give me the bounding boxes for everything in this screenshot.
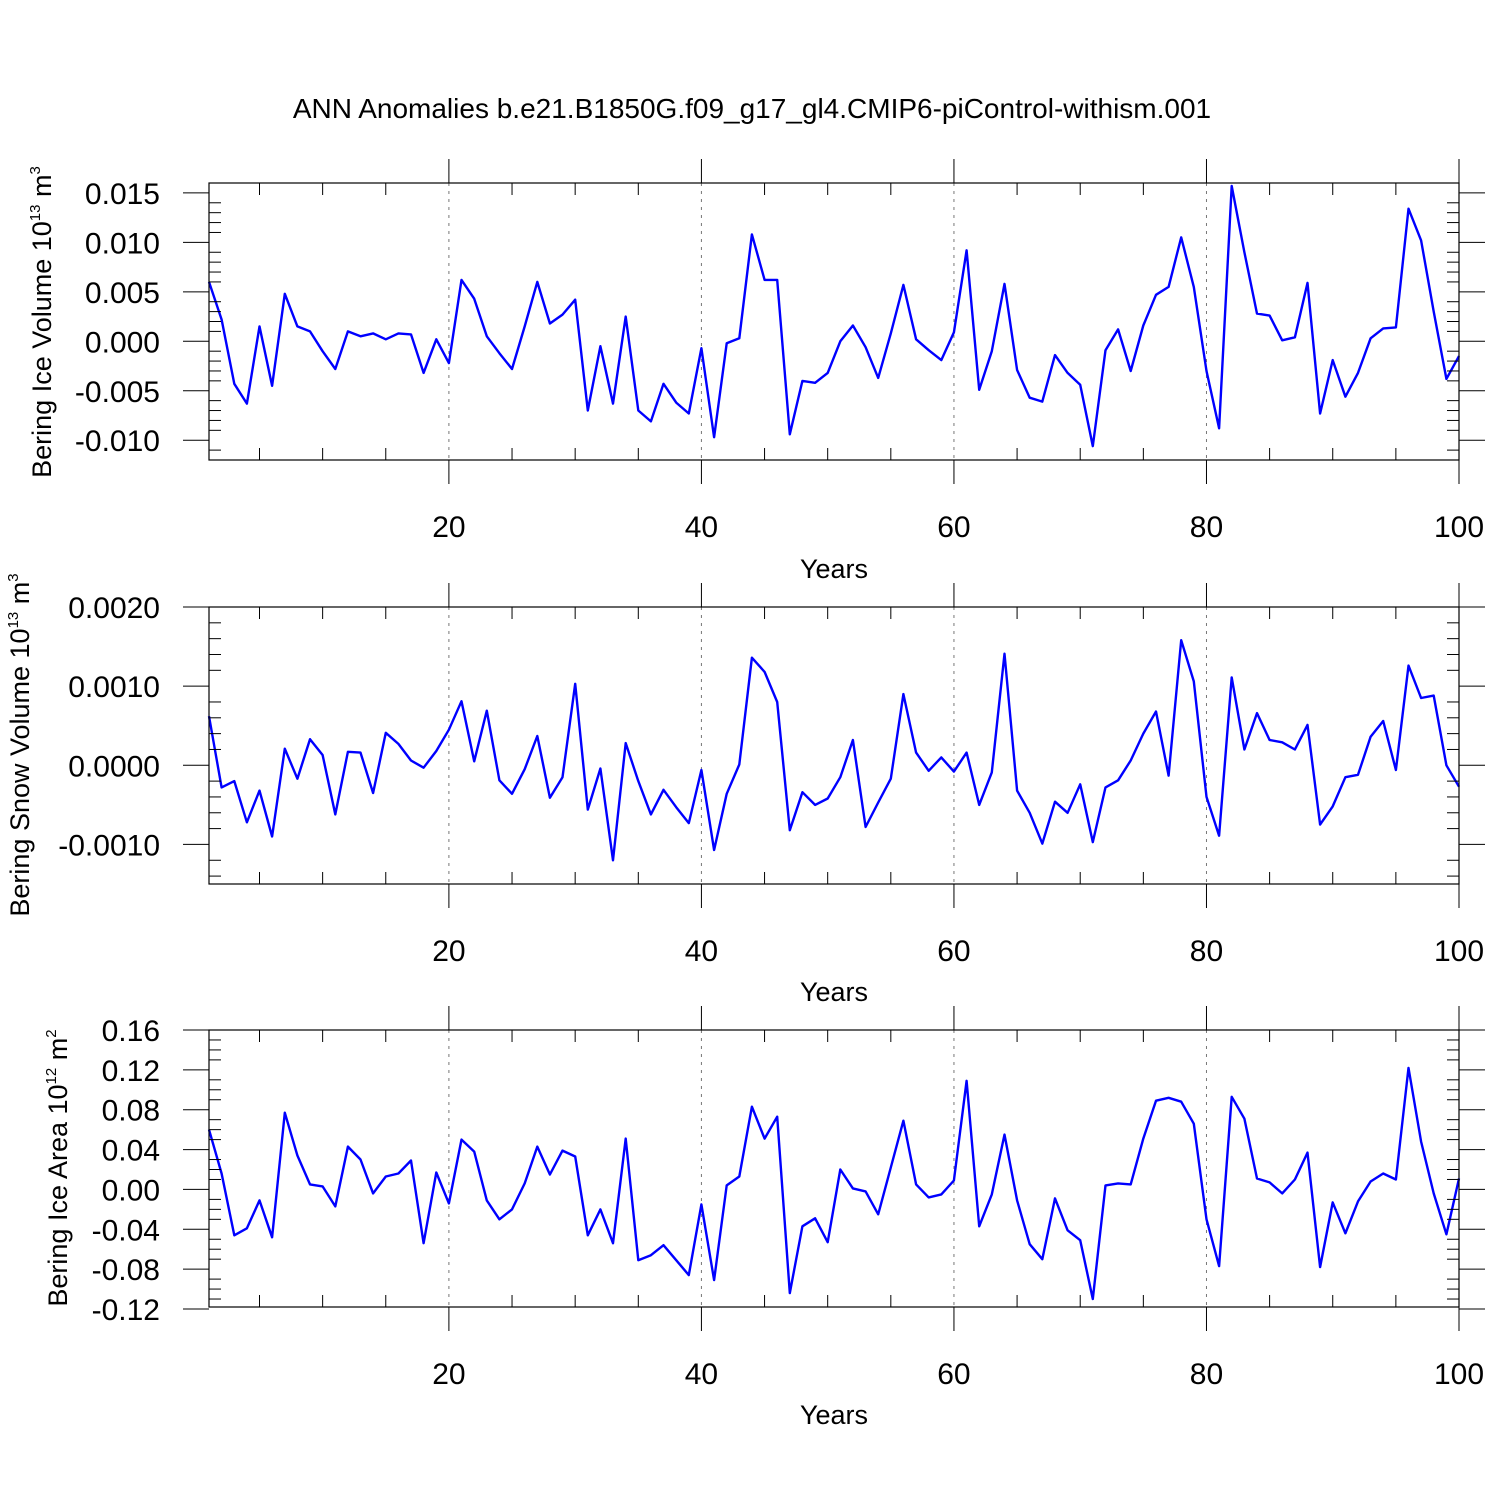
axis-ticks [183,159,1485,484]
grid-lines [448,1030,1207,1307]
y-tick-label: 0.0020 [68,592,160,625]
y-tick-label: 0.16 [102,1015,160,1048]
y-tick-label: 0.005 [85,277,160,310]
tick-labels: 20 40 60 80 100 0.0020 0.0010 0.0000 -0.0010 [58,592,1484,968]
y-tick-label: 0.010 [85,227,160,260]
y-tick-label: 0.00 [102,1174,160,1207]
ice-volume-panel: 20 40 60 80 100 0.015 0.010 0.005 0.000 -0.005 -0.… [27,159,1485,584]
y-tick-label: 0.015 [85,178,160,211]
ice-area-panel: 20 40 60 80 100 0.16 0.12 0.08 0.04 0.00 -0.04 -0.0… [43,1006,1485,1430]
y-tick-label: -0.005 [75,376,160,409]
x-tick-label: 60 [937,511,970,544]
y-tick-label: -0.04 [92,1214,160,1247]
y-axis-title-unit: m [5,582,35,612]
grid-lines [448,607,1207,884]
ice-volume-series-line [207,184,1461,448]
y-tick-label: 0.04 [102,1135,160,1168]
axis-ticks [183,583,1485,908]
y-tick-label: 0.0000 [68,750,160,783]
x-tick-label: 100 [1434,511,1484,544]
y-axis-title-exponent: 13 [27,204,44,221]
x-axis-title: Years [800,977,868,1007]
grid-lines [448,183,1207,460]
x-tick-label: 40 [685,1358,718,1391]
snow-volume-series-line [207,639,1461,862]
y-axis-title-main: Bering Ice Area 10 [43,1084,73,1306]
x-tick-label: 20 [432,511,465,544]
x-tick-label: 100 [1434,1358,1484,1391]
x-axis-title: Years [800,1400,868,1430]
y-axis-title-unit-exponent: 3 [27,166,44,174]
x-tick-label: 40 [685,935,718,968]
y-axis-title: Bering Ice Area 1012 m2 [43,1029,73,1306]
y-axis-title: Bering Snow Volume 1013 m3 [5,573,35,916]
snow-volume-panel: 20 40 60 80 100 0.0020 0.0010 0.0000 -0.0010 Yea… [5,573,1485,1007]
y-tick-label: 0.12 [102,1055,160,1088]
y-tick-label: 0.000 [85,326,160,359]
x-tick-label: 60 [937,935,970,968]
tick-labels: 20 40 60 80 100 0.015 0.010 0.005 0.000 -0.005 -0.… [75,178,1484,544]
y-tick-label: -0.12 [92,1294,160,1327]
y-axis-title-exponent: 12 [43,1068,60,1085]
y-tick-label: -0.010 [75,425,160,458]
x-tick-label: 80 [1190,935,1223,968]
y-tick-label: 0.0010 [68,671,160,704]
x-tick-label: 100 [1434,935,1484,968]
axis-ticks [183,1006,1485,1331]
x-tick-label: 80 [1190,511,1223,544]
y-axis-title: Bering Ice Volume 1013 m3 [27,166,57,478]
ice-area-series-line [207,1066,1461,1301]
plot-frame [208,606,1460,885]
x-tick-label: 40 [685,511,718,544]
y-axis-title-main: Bering Ice Volume 10 [27,221,57,478]
y-axis-title-unit-exponent: 3 [5,573,22,581]
y-axis-title-unit: m [43,1038,73,1068]
x-tick-label: 80 [1190,1358,1223,1391]
x-tick-label: 20 [432,935,465,968]
y-tick-label: -0.08 [92,1254,160,1287]
y-axis-title-unit: m [27,174,57,204]
y-axis-title-exponent: 13 [5,612,22,629]
x-tick-label: 60 [937,1358,970,1391]
y-tick-label: 0.08 [102,1095,160,1128]
figure-title: ANN Anomalies b.e21.B1850G.f09_g17_gl4.C… [293,93,1211,124]
y-axis-title-unit-exponent: 2 [43,1029,60,1037]
y-axis-title-main: Bering Snow Volume 10 [5,628,35,916]
x-tick-label: 20 [432,1358,465,1391]
tick-labels: 20 40 60 80 100 0.16 0.12 0.08 0.04 0.00 -0.04 -0.0… [92,1015,1484,1391]
y-tick-label: -0.0010 [58,829,160,862]
plot-frame [208,1029,1460,1308]
x-axis-title: Years [800,554,868,584]
